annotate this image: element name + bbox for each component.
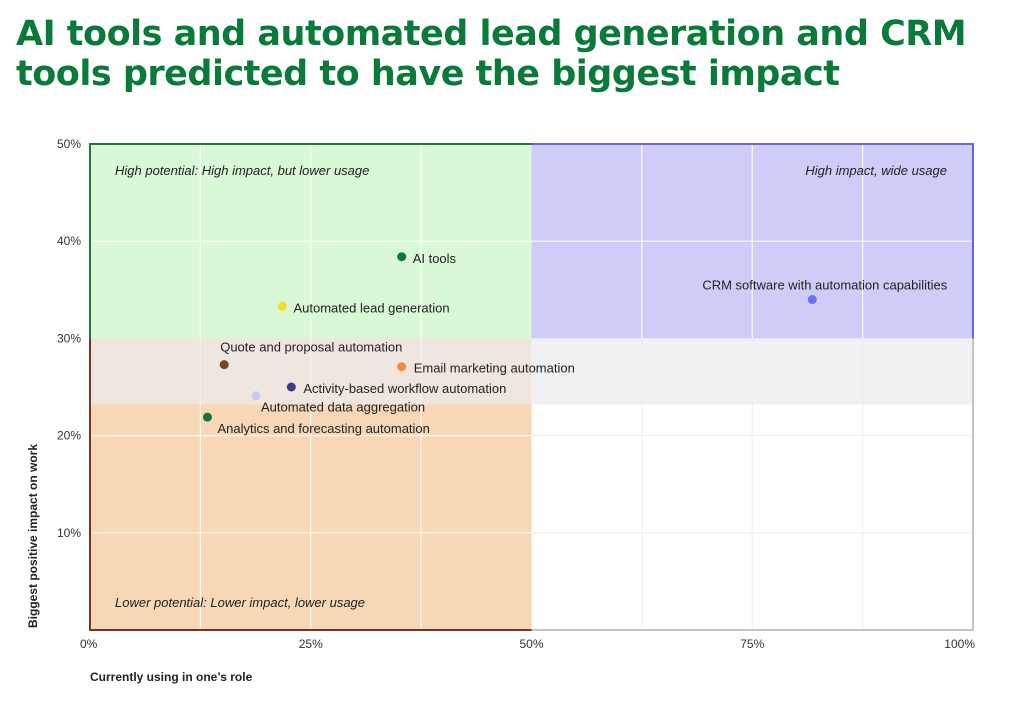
x-tick-label-100: 100% xyxy=(944,637,975,651)
x-tick-label-75: 75% xyxy=(740,637,764,651)
point-label-email-marketing-automation: Email marketing automation xyxy=(414,361,575,376)
quadrant-border-high-impact xyxy=(531,143,974,339)
point-activity-based-workflow-automation xyxy=(286,382,296,392)
quadrant-border-lower-potential xyxy=(89,338,532,631)
point-crm-software xyxy=(807,295,817,305)
quadrant-label-high-impact: High impact, wide usage xyxy=(805,163,947,178)
y-tick-label-40: 40% xyxy=(57,234,81,248)
x-tick-label-25: 25% xyxy=(299,637,323,651)
point-label-ai-tools: AI tools xyxy=(413,251,457,266)
y-axis-label: Biggest positive impact on work xyxy=(26,443,40,628)
point-label-crm-software: CRM software with automation capabilitie… xyxy=(702,278,947,293)
point-automated-lead-generation xyxy=(277,301,287,311)
point-label-quote-and-proposal-automation: Quote and proposal automation xyxy=(220,340,402,355)
point-email-marketing-automation xyxy=(397,362,407,372)
x-axis-label: Currently using in one’s role xyxy=(90,670,253,684)
point-label-analytics-and-forecasting-automation: Analytics and forecasting automation xyxy=(217,421,429,436)
y-tick-label-30: 30% xyxy=(57,331,81,345)
quadrant-border-lower-right xyxy=(531,338,974,631)
x-tick-label-50: 50% xyxy=(519,637,543,651)
y-tick-label-50: 50% xyxy=(57,137,81,151)
point-label-automated-data-aggregation: Automated data aggregation xyxy=(261,400,425,415)
point-label-activity-based-workflow-automation: Activity-based workflow automation xyxy=(303,381,506,396)
point-ai-tools xyxy=(397,252,407,262)
y-tick-label-20: 20% xyxy=(57,429,81,443)
y-tick-label-10: 10% xyxy=(57,526,81,540)
quadrant-border-high-potential xyxy=(89,143,532,339)
point-quote-and-proposal-automation xyxy=(219,360,229,370)
middle-band xyxy=(90,338,973,405)
x-tick-label-0: 0% xyxy=(80,637,98,651)
point-analytics-and-forecasting-automation xyxy=(202,412,212,422)
chart-title: AI tools and automated lead generation a… xyxy=(16,14,967,94)
point-label-automated-lead-generation: Automated lead generation xyxy=(293,300,449,315)
quadrant-label-lower-potential: Lower potential: Lower impact, lower usa… xyxy=(115,595,365,610)
point-automated-data-aggregation xyxy=(251,391,261,401)
quadrant-label-high-potential: High potential: High impact, but lower u… xyxy=(115,163,369,178)
